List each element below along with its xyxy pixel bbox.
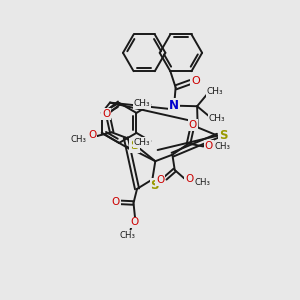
Text: CH₃: CH₃ [194, 178, 210, 187]
Text: O: O [88, 130, 96, 140]
Text: S: S [151, 179, 159, 192]
Text: CH₃: CH₃ [134, 99, 151, 108]
Text: O: O [191, 76, 200, 86]
Text: CH₃: CH₃ [119, 232, 135, 241]
Text: CH₃: CH₃ [134, 138, 151, 147]
Text: O: O [102, 109, 110, 119]
Text: CH₃: CH₃ [206, 87, 223, 96]
Text: S: S [219, 129, 227, 142]
Text: O: O [131, 218, 139, 227]
Text: CH₃: CH₃ [208, 114, 225, 123]
Text: S: S [130, 140, 139, 152]
Text: CH₃: CH₃ [215, 142, 231, 151]
Text: O: O [185, 174, 194, 184]
Text: O: O [112, 197, 120, 207]
Text: CH₃: CH₃ [70, 135, 86, 144]
Text: O: O [205, 141, 213, 151]
Text: N: N [169, 99, 179, 112]
Text: O: O [156, 175, 164, 185]
Text: O: O [189, 120, 197, 130]
